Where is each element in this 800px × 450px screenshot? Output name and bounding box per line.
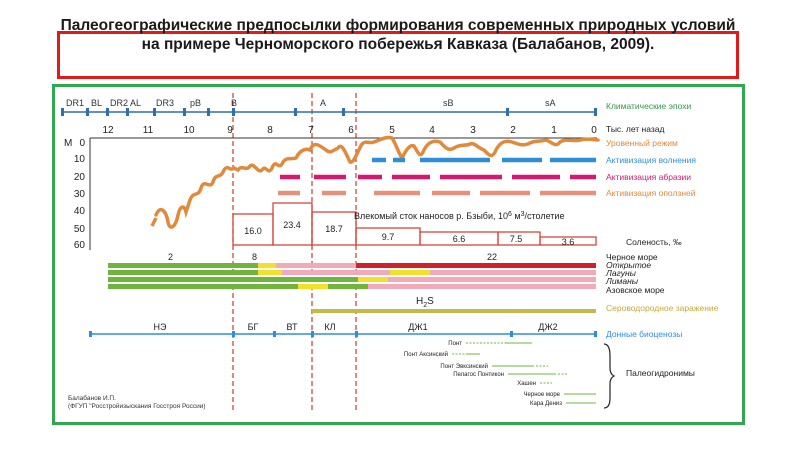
years-label: Тыс. лет назад xyxy=(606,124,665,134)
open-label: Открытое xyxy=(606,260,651,270)
depth-tick: 40 xyxy=(74,206,86,217)
time-tick: 8 xyxy=(267,125,273,136)
time-tick: 3 xyxy=(470,125,476,136)
depth-axis-label: M xyxy=(64,138,72,149)
epoch-label: DR3 xyxy=(156,98,174,108)
h2s-bar xyxy=(312,309,596,313)
sediment-value: 7.5 xyxy=(510,234,523,244)
epoch-label: A xyxy=(320,98,326,108)
sediment-label: Влекомый сток наносов р. Бзыби, 106 м3/с… xyxy=(354,211,564,221)
paleohydronym: Черное море xyxy=(524,392,561,398)
credit-author: Балабанов И.П. xyxy=(68,394,116,402)
salinity-value: 2 xyxy=(168,252,173,262)
paleohydronym-labels: Понт Понт Аксинский Понт Эвксинский Пела… xyxy=(404,341,562,407)
depth-tick: 30 xyxy=(74,189,86,200)
time-tick: 12 xyxy=(102,125,114,136)
time-tick: 10 xyxy=(183,125,195,136)
sediment-values: 16.0 23.4 18.7 9.7 6.6 7.5 3.6 xyxy=(244,220,574,247)
time-tick: 11 xyxy=(143,125,154,136)
time-tick: 5 xyxy=(389,125,395,136)
sediment-box xyxy=(539,236,597,246)
time-tick: 7 xyxy=(308,125,314,136)
paleohydronyms-label: Палеогидронимы xyxy=(626,368,695,378)
salinity-value: 8 xyxy=(252,252,257,262)
depth-tick: 60 xyxy=(74,240,86,251)
level-label: Уровенный режим xyxy=(606,138,678,148)
time-tick: 6 xyxy=(348,125,354,136)
sea-level-start-dash xyxy=(150,217,158,227)
climate-label: Климатические эпохи xyxy=(606,101,691,111)
biocenosis-label: ДЖ2 xyxy=(538,322,557,332)
black-sea-label: Черное море xyxy=(606,252,658,262)
paleohydronym-brace xyxy=(603,343,616,409)
depth-tick: 0 xyxy=(79,138,85,149)
epoch-labels: DR1 BL DR2 AL DR3 pB B A sB sA xyxy=(66,98,556,108)
paleohydronym: Понт Аксинский xyxy=(404,351,448,358)
credit-org: (ФГУП "Росстройизыскания Госстроя России… xyxy=(68,402,206,410)
time-tick: 9 xyxy=(227,125,233,136)
title-box: Палеогеографические предпосылки формиров… xyxy=(57,17,739,79)
biocenoses-label: Донные биоценозы xyxy=(606,329,682,339)
sediment-value: 16.0 xyxy=(244,226,262,236)
depth-tick: 10 xyxy=(74,154,86,165)
sediment-value: 9.7 xyxy=(382,232,395,242)
lagoons-label: Лагуны xyxy=(605,268,637,278)
depth-tick: 20 xyxy=(74,172,86,183)
paleohydronym: Пелагос Понтикон xyxy=(453,372,504,378)
sediment-value: 18.7 xyxy=(325,224,343,234)
biocenosis-label: ВТ xyxy=(287,322,298,332)
time-tick: 1 xyxy=(551,125,557,136)
sea-level-curve xyxy=(154,135,600,229)
epoch-label: BL xyxy=(91,98,102,108)
sediment-value: 23.4 xyxy=(283,220,301,230)
period-boundaries xyxy=(232,93,357,412)
credit: Балабанов И.П. (ФГУП "Росстройизыскания … xyxy=(68,394,206,410)
depth-tick: 50 xyxy=(74,224,86,235)
paleohydronym: Хашен xyxy=(517,381,536,387)
paleohydronym: Понт Эвксинский xyxy=(440,363,488,370)
waves-label: Активизация волнения xyxy=(606,155,696,165)
diagram-frame xyxy=(52,84,745,425)
h2s-contamination-label: Сероводородное заражение xyxy=(606,303,719,313)
azov-label: Азовское море xyxy=(606,285,665,295)
epoch-label: DR2 xyxy=(110,98,128,108)
epoch-label: sA xyxy=(545,98,556,108)
epoch-label: DR1 xyxy=(66,98,84,108)
paleohydronym-lines xyxy=(452,342,596,404)
sediment-value: 6.6 xyxy=(453,234,466,244)
time-tick: 4 xyxy=(429,125,435,136)
salinity-values: 2 8 22 xyxy=(168,252,497,262)
landslides-label: Активизация оползней xyxy=(606,188,696,198)
epoch-label: B xyxy=(231,98,237,108)
epoch-label: sB xyxy=(443,98,454,108)
biocenosis-label: КЛ xyxy=(324,322,335,332)
biocenosis-label: ДЖ1 xyxy=(408,322,427,332)
biocenoses-ticks xyxy=(89,331,597,337)
basin-bands xyxy=(108,263,596,289)
h2s-label: H2S xyxy=(416,296,434,309)
biocenosis-label: НЭ xyxy=(154,322,167,332)
salinity-value: 22 xyxy=(487,252,497,262)
abrasion-label: Активизация абразии xyxy=(606,172,691,182)
time-tick: 2 xyxy=(510,125,516,136)
page-title: Палеогеографические предпосылки формиров… xyxy=(60,17,736,53)
time-tick-labels: 12 11 10 9 8 7 6 5 4 3 2 1 0 xyxy=(102,125,597,136)
paleohydronym: Кара Дениз xyxy=(530,401,562,407)
biocenosis-label: БГ xyxy=(248,322,259,332)
limans-label: Лиманы xyxy=(605,276,639,286)
sediment-boxes xyxy=(232,202,597,246)
epoch-ticks xyxy=(61,108,597,116)
sediment-value: 3.6 xyxy=(562,237,575,247)
epoch-label: AL xyxy=(130,98,141,108)
epoch-label: pB xyxy=(190,98,201,108)
paleohydronym: Понт xyxy=(448,341,462,347)
biocenoses-labels: НЭ БГ ВТ КЛ ДЖ1 ДЖ2 xyxy=(154,322,558,332)
time-tick: 0 xyxy=(591,125,597,136)
depth-tick-labels: 0 10 20 30 40 50 60 xyxy=(74,138,86,251)
salinity-label: Соленость, ‰ xyxy=(626,237,682,247)
right-legend: Климатические эпохи Тыс. лет назад Урове… xyxy=(605,101,719,378)
